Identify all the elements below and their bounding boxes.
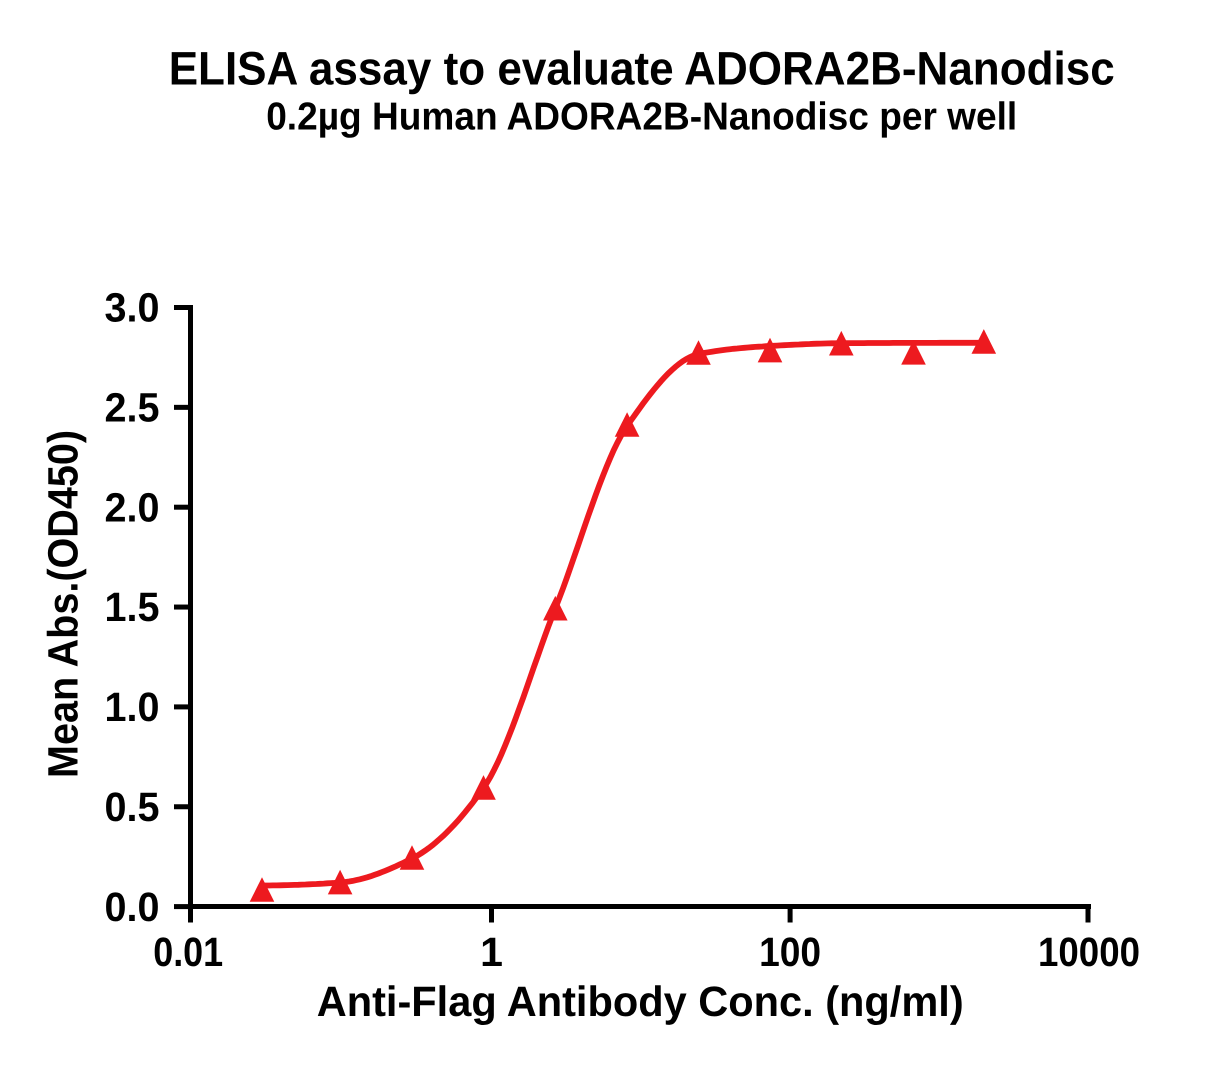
svg-text:ELISA assay to evaluate ADORA2: ELISA assay to evaluate ADORA2B-Nanodisc: [169, 42, 1115, 95]
svg-text:0.0: 0.0: [105, 884, 160, 930]
svg-text:3.0: 3.0: [105, 285, 160, 331]
svg-text:10000: 10000: [1038, 929, 1140, 975]
svg-text:2.0: 2.0: [105, 484, 160, 530]
svg-text:0.2µg Human ADORA2B-Nanodisc p: 0.2µg Human ADORA2B-Nanodisc per well: [266, 95, 1017, 138]
svg-text:0.01: 0.01: [153, 929, 223, 975]
svg-text:0.5: 0.5: [105, 784, 160, 830]
svg-text:Mean Abs.(OD450): Mean Abs.(OD450): [41, 430, 88, 778]
svg-text:2.5: 2.5: [105, 385, 160, 431]
svg-text:100: 100: [759, 929, 821, 975]
svg-text:Anti-Flag Antibody Conc. (ng/m: Anti-Flag Antibody Conc. (ng/ml): [317, 979, 964, 1026]
svg-text:1: 1: [480, 929, 503, 975]
svg-text:1.5: 1.5: [105, 584, 160, 630]
svg-text:1.0: 1.0: [105, 684, 160, 730]
